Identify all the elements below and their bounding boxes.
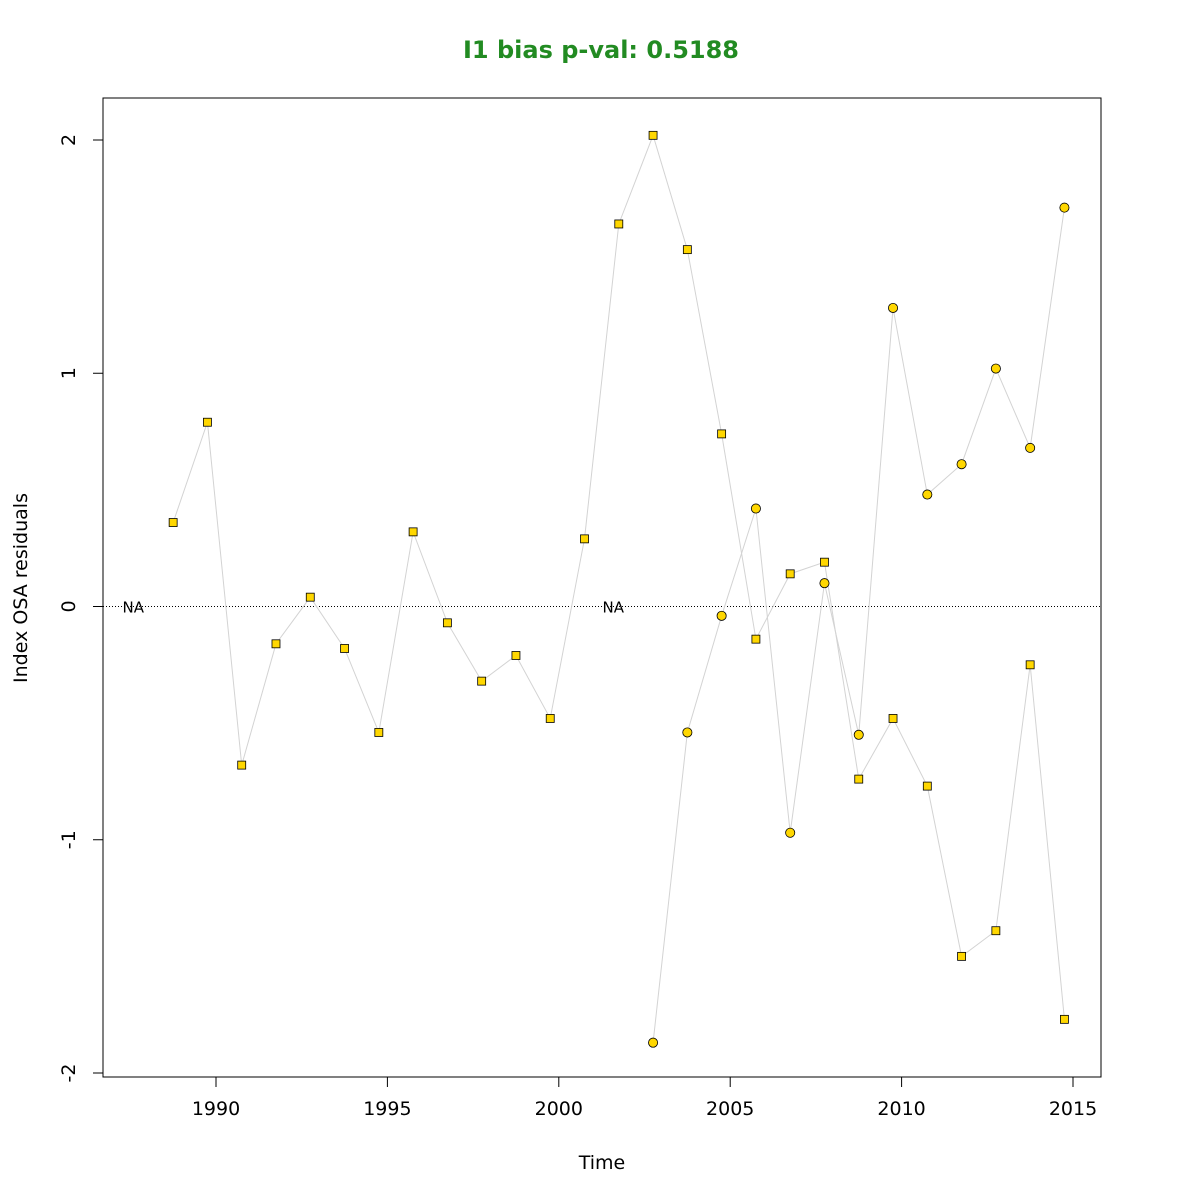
- y-tick-label: 2: [58, 134, 80, 146]
- data-point-square: [340, 644, 349, 653]
- x-tick-label: 1990: [192, 1098, 240, 1120]
- data-point-square: [1025, 660, 1035, 670]
- data-point-circle: [785, 827, 796, 838]
- data-point-square: [820, 557, 829, 567]
- data-point-square: [785, 569, 795, 579]
- data-point-circle: [682, 727, 693, 738]
- data-point-square: [580, 534, 589, 544]
- data-point-square: [442, 618, 452, 628]
- y-tick-label: -2: [58, 1064, 80, 1083]
- y-tick-label: 0: [58, 600, 80, 612]
- data-point-circle: [716, 610, 727, 621]
- na-label: NA: [602, 599, 624, 617]
- data-point-square: [854, 774, 864, 784]
- data-point-square: [545, 714, 555, 723]
- data-point-circle: [648, 1037, 659, 1048]
- plot-area: NA NA: [103, 130, 1101, 1048]
- data-point-square: [614, 219, 624, 229]
- data-point-square: [511, 651, 521, 660]
- data-point-circle: [990, 363, 1001, 374]
- x-tick-label: 2010: [877, 1098, 925, 1120]
- data-point-circle: [853, 729, 864, 740]
- data-point-circle: [819, 578, 830, 589]
- x-tick-label: 2015: [1049, 1098, 1097, 1120]
- data-point-circle: [956, 459, 967, 470]
- data-point-square: [1060, 1014, 1069, 1024]
- data-point-circle: [1025, 442, 1036, 453]
- data-point-square: [751, 634, 761, 644]
- x-axis-label: Time: [578, 1152, 626, 1174]
- data-point-square: [203, 417, 212, 427]
- y-tick-label: -1: [58, 830, 80, 849]
- data-point-square: [648, 130, 658, 140]
- data-point-square: [168, 518, 178, 527]
- data-point-circle: [922, 489, 933, 500]
- data-point-square: [477, 676, 487, 686]
- data-point-square: [271, 639, 281, 649]
- data-point-circle: [1059, 202, 1070, 213]
- y-tick-label: 1: [58, 367, 80, 379]
- data-point-circle: [888, 302, 899, 313]
- data-point-square: [305, 592, 315, 602]
- x-tick-label: 2000: [535, 1098, 583, 1120]
- data-point-square: [957, 951, 966, 961]
- y-axis-label: Index OSA residuals: [10, 493, 32, 683]
- na-label: NA: [123, 599, 145, 617]
- x-tick-label: 2005: [706, 1098, 754, 1120]
- data-point-square: [682, 245, 692, 255]
- data-point-square: [408, 527, 418, 537]
- data-point-square: [374, 728, 384, 737]
- data-point-square: [922, 781, 932, 791]
- data-point-square: [717, 429, 727, 439]
- data-point-square: [888, 714, 898, 723]
- x-tick-label: 1995: [363, 1098, 411, 1120]
- chart-title: I1 bias p-val: 0.5188: [463, 36, 739, 64]
- data-point-square: [237, 760, 247, 770]
- data-point-circle: [750, 503, 761, 514]
- data-point-square: [991, 926, 1001, 936]
